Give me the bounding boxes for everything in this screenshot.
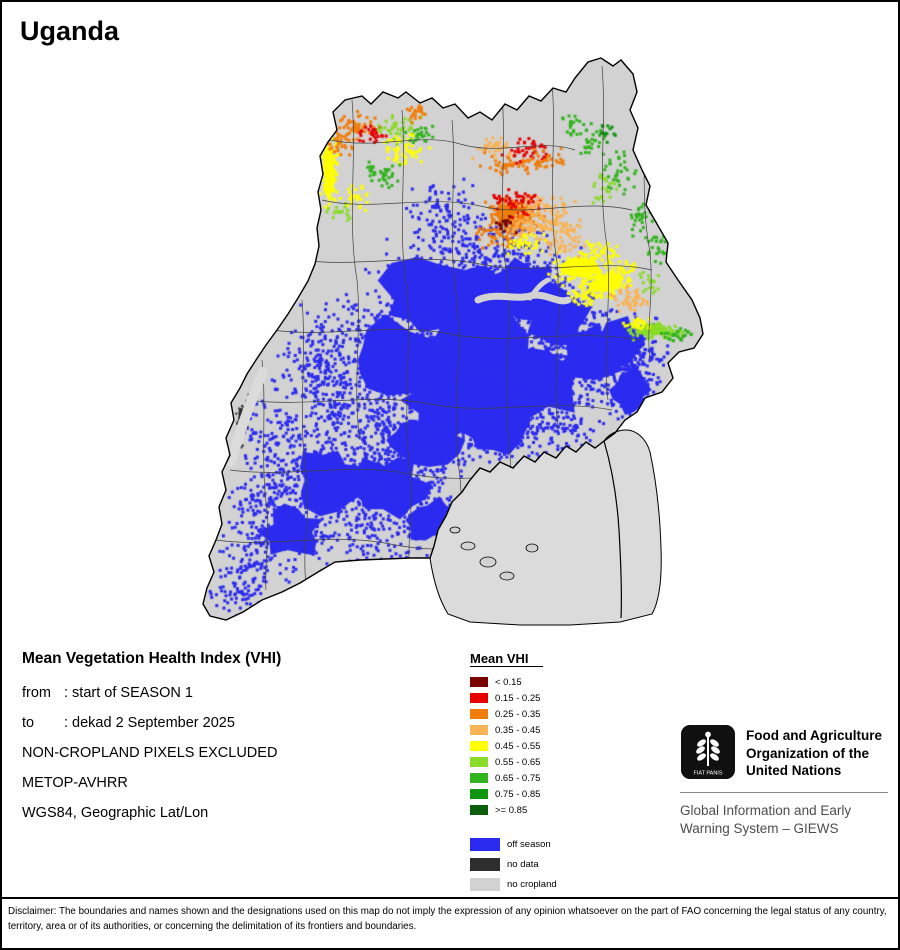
fao-logo: FIAT PANIS [681,725,735,779]
legend-label: 0.65 - 0.75 [495,772,541,784]
fao-divider [680,792,888,793]
fao-name: Food and Agriculture Organization of the… [746,724,882,780]
legend-swatch [470,837,500,851]
info-line-noncropland: NON-CROPLAND PIXELS EXCLUDED [22,745,278,761]
legend-label: 0.35 - 0.45 [495,724,541,736]
legend-row-no-data: no data [470,854,640,874]
giews-line: Warning System – GIEWS [680,821,839,837]
fao-name-line: United Nations [746,763,842,779]
legend-row-off-season: off season [470,834,640,854]
legend-row: 0.55 - 0.65 [470,754,640,770]
legend-label: >= 0.85 [495,804,528,816]
legend-label: no data [507,858,539,870]
legend: Mean VHI < 0.15 0.15 - 0.25 0.25 - 0.35 … [470,650,640,894]
legend-spacer [470,818,640,834]
legend-row: 0.25 - 0.35 [470,706,640,722]
info-line-from: from : start of SEASON 1 [22,685,452,701]
info-line-to: to : dekad 2 September 2025 [22,715,452,731]
legend-row: 0.35 - 0.45 [470,722,640,738]
giews-line: Global Information and Early [680,803,852,818]
fao-name-line: Food and Agriculture [746,728,882,743]
legend-title: Mean VHI [470,651,543,667]
legend-row-no-cropland: no cropland [470,874,640,894]
legend-row: < 0.15 [470,674,640,690]
legend-label: 0.45 - 0.55 [495,740,541,752]
legend-swatch [470,693,488,703]
legend-swatch [470,757,488,767]
disclaimer-divider [0,897,900,899]
legend-swatch [470,773,488,783]
disclaimer-text: Disclaimer: The boundaries and names sho… [8,906,887,932]
legend-swatch [470,741,488,751]
legend-swatch [470,805,488,815]
legend-swatch [470,709,488,719]
info-from-label: from [22,685,51,701]
fao-name-line: Organization of the [746,745,869,761]
legend-swatch [470,877,500,891]
info-to-value: : dekad 2 September 2025 [64,715,235,731]
giews-label: Global Information and Early Warning Sys… [680,802,888,838]
legend-row: 0.65 - 0.75 [470,770,640,786]
map-boundaries-svg [202,57,704,626]
info-to-label: to [22,715,35,731]
info-line-projection: WGS84, Geographic Lat/Lon [22,805,209,821]
info-from-value: : start of SEASON 1 [64,685,193,701]
info-heading: Mean Vegetation Health Index (VHI) [22,650,282,667]
legend-label: 0.75 - 0.85 [495,788,541,800]
fao-branding-block: FIAT PANIS Food and Agriculture Organiza… [680,724,888,838]
legend-swatch [470,789,488,799]
legend-row: >= 0.85 [470,802,640,818]
wheat-icon [696,731,720,766]
legend-label: 0.55 - 0.65 [495,756,541,768]
legend-label: 0.15 - 0.25 [495,692,541,704]
legend-row: 0.15 - 0.25 [470,690,640,706]
legend-row: 0.75 - 0.85 [470,786,640,802]
uganda-vhi-map [0,0,900,650]
map-info-block: Mean Vegetation Health Index (VHI) from:… [22,650,452,835]
info-line-sensor: METOP-AVHRR [22,775,128,791]
legend-swatch [470,857,500,871]
legend-row: 0.45 - 0.55 [470,738,640,754]
legend-label: < 0.15 [495,676,522,688]
map-title: Uganda [20,16,120,46]
legend-label: off season [507,838,551,850]
legend-label: no cropland [507,878,557,890]
fao-motto: FIAT PANIS [693,771,722,777]
legend-swatch [470,725,488,735]
legend-swatch [470,677,488,687]
legend-label: 0.25 - 0.35 [495,708,541,720]
